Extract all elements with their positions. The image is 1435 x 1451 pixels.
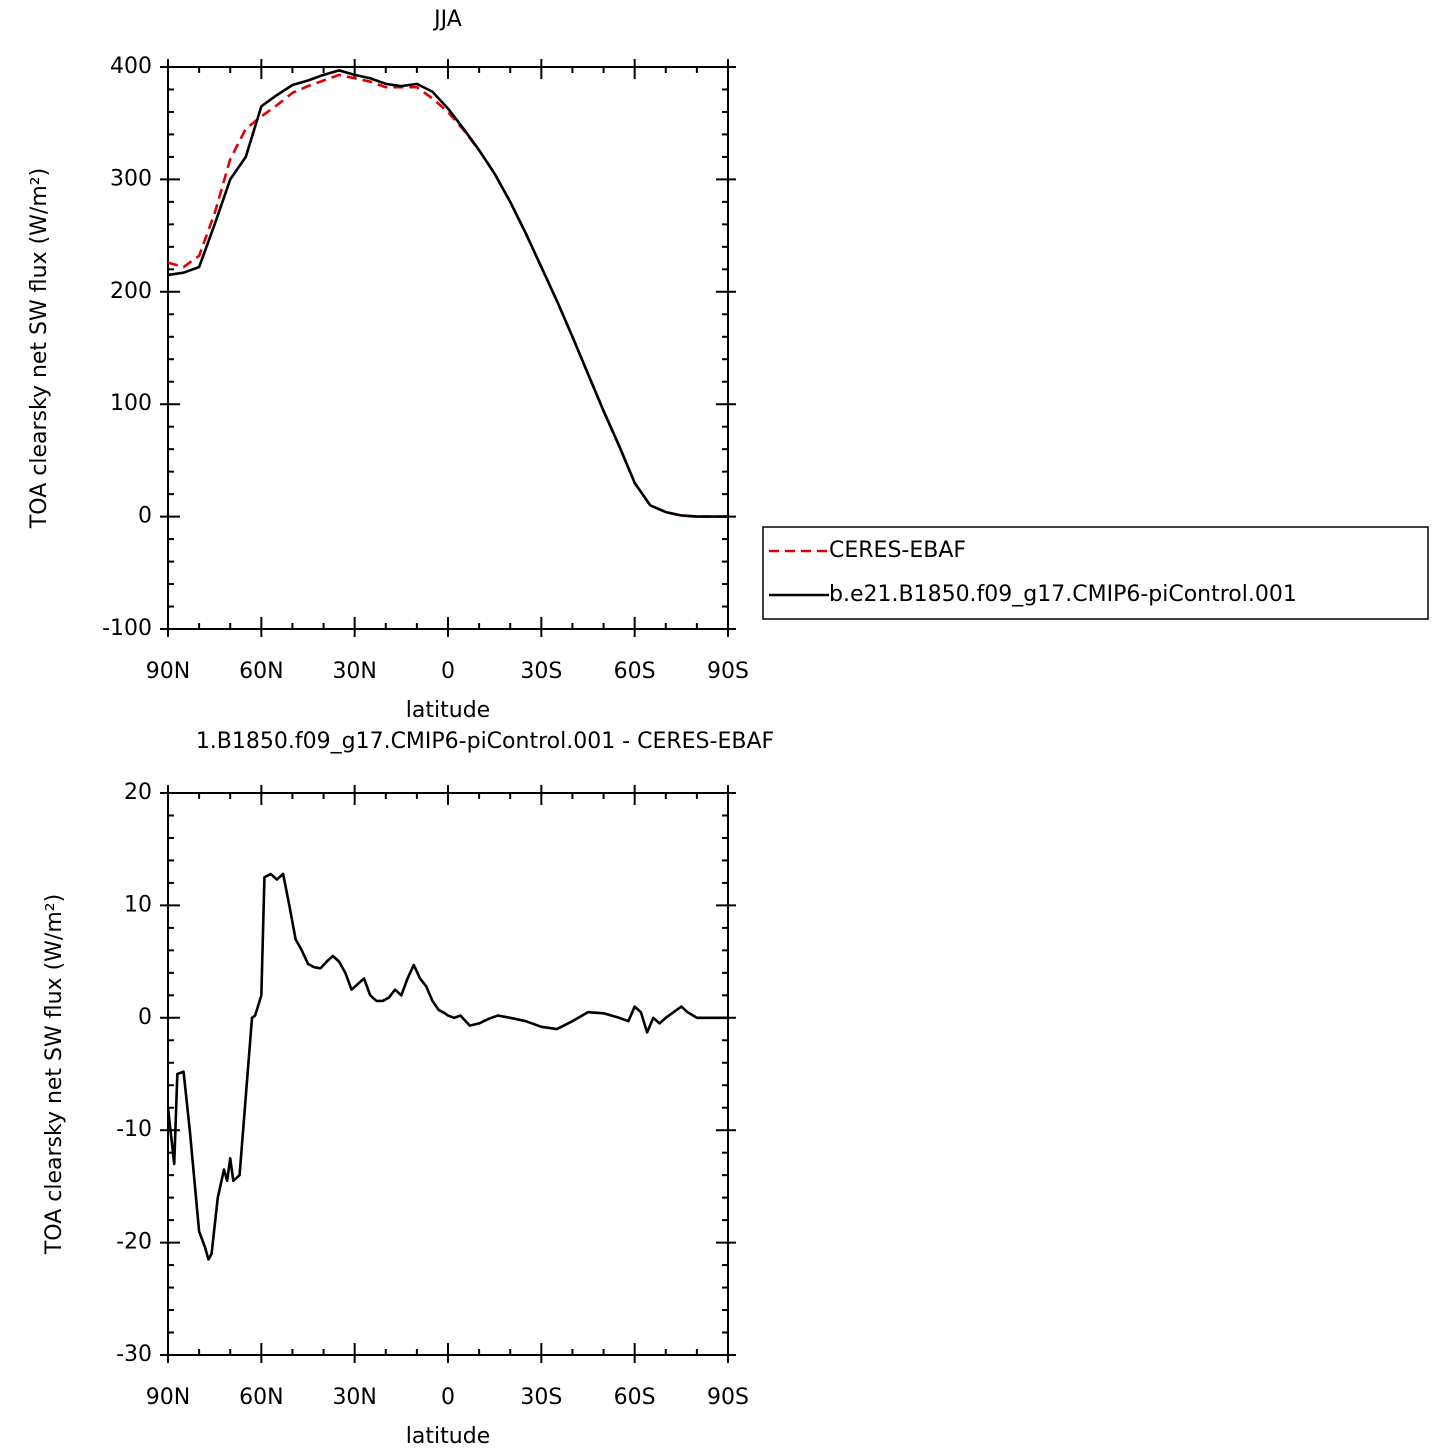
- x-tick-label: 30N: [332, 1385, 376, 1410]
- x-tick-label: 0: [441, 1385, 455, 1410]
- data-line: [167, 73, 728, 518]
- legend-label: b.e21.B1850.f09_g17.CMIP6-piControl.001: [829, 582, 1297, 607]
- y-tick-label: -30: [116, 1342, 152, 1367]
- y-tick-label: 400: [110, 54, 152, 79]
- plot-frame: [167, 792, 729, 1356]
- plot-frame: [167, 66, 729, 630]
- y-tick-label: 0: [138, 1005, 152, 1030]
- x-tick-label: 60N: [239, 1385, 283, 1410]
- x-tick-label: 60N: [239, 659, 283, 684]
- x-tick-label: 30S: [520, 1385, 562, 1410]
- x-axis-label: latitude: [406, 1424, 490, 1449]
- y-tick-label: 200: [110, 279, 152, 304]
- data-line: [166, 872, 728, 1261]
- y-tick-label: 20: [124, 780, 152, 805]
- y-tick-label: -10: [116, 1117, 152, 1142]
- y-tick-label: 10: [124, 892, 152, 917]
- y-tick-label: 300: [110, 166, 152, 191]
- y-tick-label: 100: [110, 391, 152, 416]
- legend-label: CERES-EBAF: [829, 538, 966, 563]
- chart-title: JJA: [432, 7, 462, 32]
- x-tick-label: 30S: [520, 659, 562, 684]
- x-tick-label: 90N: [146, 659, 190, 684]
- y-axis-label: TOA clearsky net SW flux (W/m²): [27, 168, 52, 529]
- x-tick-label: 90S: [707, 659, 749, 684]
- data-line: [167, 69, 728, 518]
- x-tick-label: 60S: [614, 659, 656, 684]
- y-tick-label: -100: [102, 616, 152, 641]
- x-tick-label: 90N: [146, 1385, 190, 1410]
- x-tick-label: 90S: [707, 1385, 749, 1410]
- y-tick-label: 0: [138, 504, 152, 529]
- y-axis-label: TOA clearsky net SW flux (W/m²): [42, 894, 67, 1255]
- legend-box: [762, 526, 1429, 620]
- x-axis-label: latitude: [406, 698, 490, 723]
- x-tick-label: 30N: [332, 659, 376, 684]
- y-tick-label: -20: [116, 1230, 152, 1255]
- x-tick-label: 0: [441, 659, 455, 684]
- chart-title: 1.B1850.f09_g17.CMIP6-piControl.001 - CE…: [196, 729, 774, 754]
- x-tick-label: 60S: [614, 1385, 656, 1410]
